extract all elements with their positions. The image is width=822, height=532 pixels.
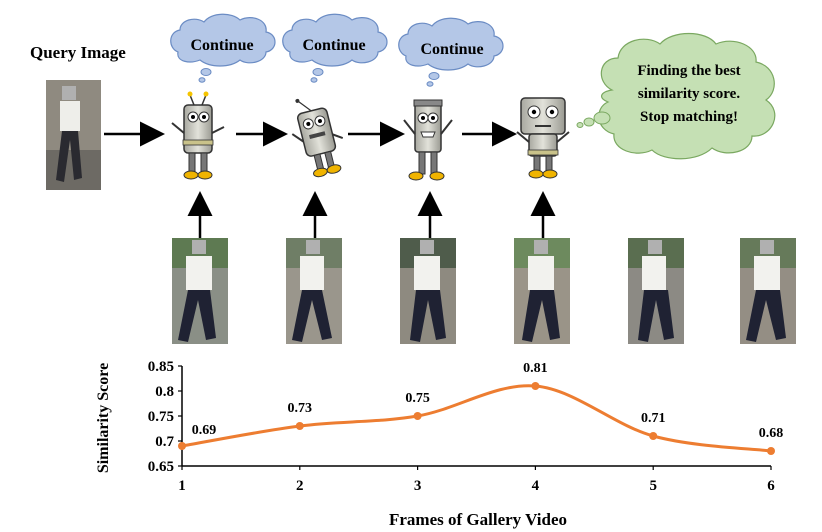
x-tick-label: 6 xyxy=(767,478,775,494)
y-tick-label: 0.8 xyxy=(155,384,174,400)
x-tick-label: 1 xyxy=(178,478,186,494)
thought-bubble-1: Continue xyxy=(170,13,276,83)
robot-icon xyxy=(516,97,570,179)
bubble-text-1: Continue xyxy=(190,37,253,54)
data-point xyxy=(295,422,304,430)
query-image xyxy=(46,80,101,190)
data-point xyxy=(531,382,540,390)
x-tick-label: 5 xyxy=(649,478,657,494)
x-tick-label: 3 xyxy=(414,478,422,494)
thought-bubble-3: Continue xyxy=(398,17,504,87)
gallery-frame-6 xyxy=(740,238,796,344)
data-point xyxy=(178,442,186,450)
y-tick-label: 0.75 xyxy=(148,409,174,425)
robot-icon xyxy=(403,99,453,181)
gallery-frame-5 xyxy=(628,238,684,344)
stop-bubble-line-3: Stop matching! xyxy=(640,109,738,125)
bubble-text-2: Continue xyxy=(302,37,365,54)
data-label: 0.68 xyxy=(759,426,784,441)
data-label: 0.73 xyxy=(288,401,313,416)
stop-bubble-line-1: Finding the best xyxy=(637,63,740,79)
y-tick-label: 0.85 xyxy=(148,359,174,375)
y-tick-label: 0.7 xyxy=(155,434,174,450)
y-tick-label: 0.65 xyxy=(148,459,174,475)
robot-icon xyxy=(171,91,225,180)
y-axis-label: Similarity Score xyxy=(95,363,112,473)
x-axis-label: Frames of Gallery Video xyxy=(389,510,567,529)
series-line xyxy=(181,384,772,453)
data-point xyxy=(413,412,422,420)
gallery-frame-1 xyxy=(172,238,228,344)
data-label: 0.81 xyxy=(523,361,548,376)
bubble-text-3: Continue xyxy=(420,41,483,58)
data-label: 0.75 xyxy=(405,391,430,406)
data-point xyxy=(649,432,658,440)
data-label: 0.69 xyxy=(192,423,217,438)
thought-bubble-stop: Finding the best similarity score. Stop … xyxy=(576,33,776,160)
gallery-frame-2 xyxy=(286,238,342,344)
query-image-label: Query Image xyxy=(30,43,126,62)
stop-bubble-line-2: similarity score. xyxy=(638,86,740,102)
data-label: 0.71 xyxy=(641,411,666,426)
similarity-chart: 0.65 0.7 0.75 0.8 0.85 1 2 3 4 5 6 0.69 0.73 0.75 0.… xyxy=(95,359,783,529)
x-tick-label: 2 xyxy=(296,478,304,494)
x-tick-label: 4 xyxy=(532,478,540,494)
data-point xyxy=(767,447,775,455)
gallery-frame-4 xyxy=(514,238,570,344)
robot-icon xyxy=(291,98,344,178)
gallery-frame-3 xyxy=(400,238,456,344)
thought-bubble-2: Continue xyxy=(282,13,388,83)
